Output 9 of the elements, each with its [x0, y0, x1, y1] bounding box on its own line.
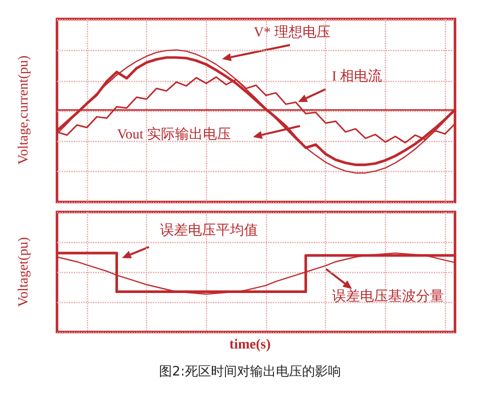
y-axis-title: Voltage,current(pu) [16, 55, 32, 164]
text: 误差电压平均值 [160, 222, 258, 238]
legend-label: 误差电压基波分量 [332, 288, 444, 304]
y-axis-title: Voltaget(pu) [16, 236, 32, 307]
text: I 相电流 [332, 68, 382, 84]
caption: 图2:死区时间对输出电压的影响 [159, 364, 341, 380]
x-axis-title: time(s) [229, 338, 271, 352]
legend-label: Vout 实际输出电压 [117, 126, 231, 142]
text: V* 理想电压 [254, 24, 330, 40]
